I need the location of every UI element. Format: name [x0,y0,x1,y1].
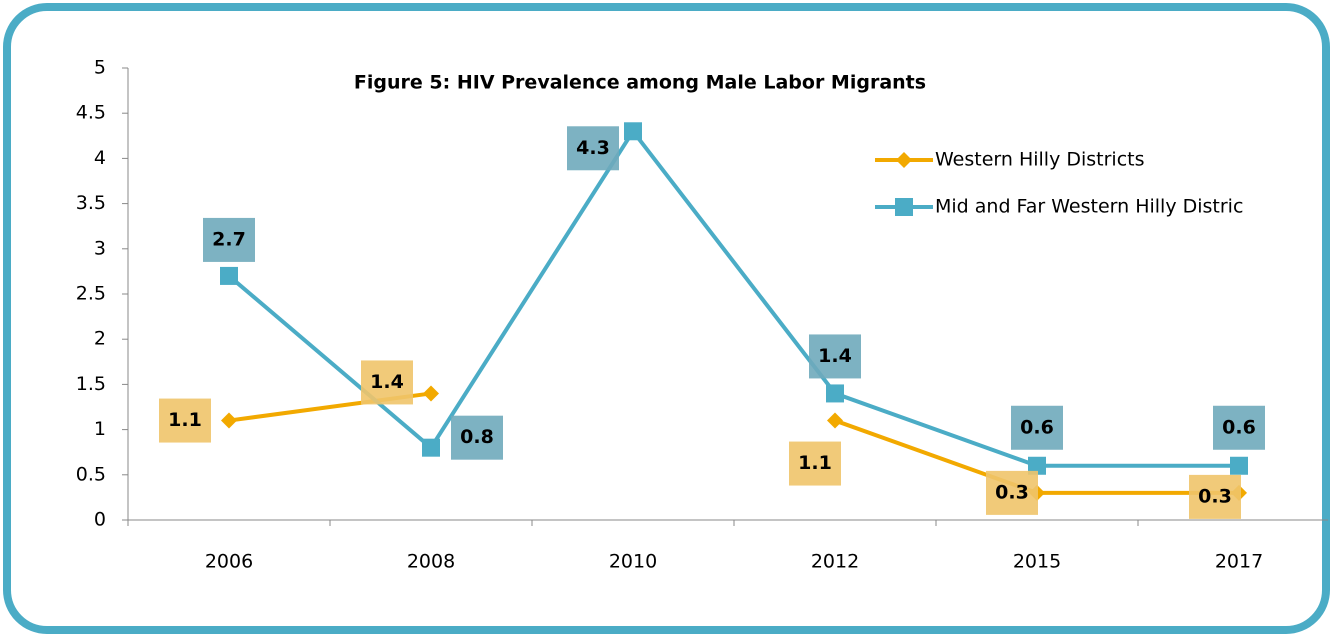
y-tick-label: 2.5 [76,283,106,305]
data-label-box [1213,405,1265,450]
point-marker [1028,456,1046,475]
point-marker [422,438,440,457]
point-marker [1230,456,1248,475]
y-tick-label: 2 [94,328,106,350]
x-tick-label: 2012 [811,551,859,573]
data-label-box [789,441,841,486]
data-label: 1.4 [818,345,852,367]
data-label: 0.6 [1020,416,1054,438]
data-label: 4.3 [576,137,610,159]
chart-frame [3,3,1330,634]
data-label-box [159,398,211,443]
point-marker [827,412,843,429]
y-tick-label: 0.5 [76,463,106,485]
data-label: 1.1 [798,452,832,474]
y-tick-label: 4 [94,147,106,169]
data-label: 2.7 [212,228,246,250]
legend-label: Western Hilly Districts [935,149,1145,171]
data-label: 1.4 [370,371,404,393]
legend-label: Mid and Far Western Hilly Distric [935,196,1243,218]
data-label: 0.3 [995,481,1029,503]
data-label-box [203,217,255,262]
point-marker [220,266,238,285]
data-label: 1.1 [168,409,202,431]
legend-marker [895,198,913,216]
point-marker [826,384,844,403]
series-line [227,129,1239,468]
chart-title: Figure 5: HIV Prevalence among Male Labo… [354,72,926,94]
x-tick-label: 2008 [407,551,455,573]
data-label-box [361,360,413,405]
data-label-box [1011,405,1063,450]
y-tick-label: 0 [94,509,106,531]
legend-marker [896,152,912,168]
data-label-box [1189,474,1241,519]
point-marker [624,122,642,141]
data-label-box [809,334,861,379]
y-tick-label: 1 [94,418,106,440]
x-tick-label: 2010 [609,551,657,573]
point-marker [221,412,237,429]
x-tick-label: 2015 [1013,551,1061,573]
y-tick-label: 3 [94,237,106,259]
y-tick-label: 5 [94,57,106,79]
data-label-box [451,415,503,460]
y-tick-label: 3.5 [76,192,106,214]
x-tick-label: 2006 [205,551,253,573]
data-label-box [986,470,1038,515]
data-label: 0.8 [460,426,494,448]
point-marker [423,385,439,402]
x-tick-label: 2017 [1215,551,1263,573]
data-label: 0.6 [1222,416,1256,438]
data-label: 0.3 [1198,485,1232,507]
data-label-box [567,126,619,171]
y-tick-label: 1.5 [76,373,106,395]
y-tick-label: 4.5 [76,102,106,124]
